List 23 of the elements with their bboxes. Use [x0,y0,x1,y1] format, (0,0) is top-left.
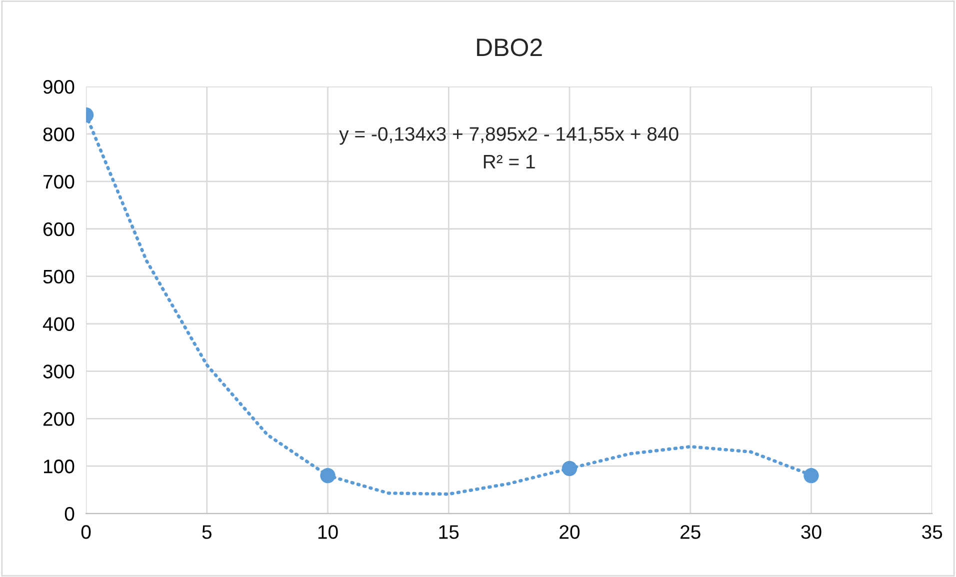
y-tick-label: 600 [43,222,74,236]
y-tick-label: 400 [42,317,74,331]
y-tick-label: 0 [64,507,74,521]
y-tick-label: 100 [44,460,74,474]
y-tick-label: 700 [43,174,74,189]
point [562,460,578,476]
annotation: R² = 1 [484,154,535,168]
chart-title: DBO2 [477,38,542,56]
x-tick-label: 15 [439,525,459,539]
x-tick-label: 35 [922,525,942,539]
x-tick-label: 25 [680,525,700,539]
y-tick-label: 200 [43,412,74,426]
y-tick-label: 900 [43,80,74,94]
x-tick-label: 10 [318,525,338,539]
x-tick-label: 20 [560,525,580,539]
x-tick-label: 30 [801,525,822,539]
x-tick-label: 5 [202,525,212,539]
y-tick-label: 300 [43,364,74,378]
x-tick-label: 0 [81,525,91,539]
annotation: y = -0,134x3 + 7,895x2 - 141,55x + 840 [339,127,678,145]
y-tick-label: 500 [43,270,74,284]
point [804,468,819,484]
y-tick-label: 800 [43,127,74,142]
